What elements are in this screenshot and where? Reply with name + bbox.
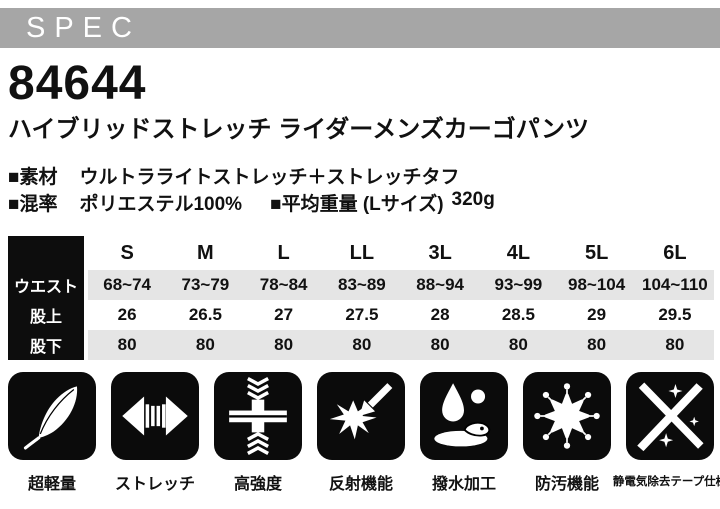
row-label-waist: ウエスト (13, 279, 78, 296)
feature-tile (8, 372, 96, 460)
table-cell: 80 (665, 335, 685, 354)
feature-label: 静電気除去テープ仕様 (612, 476, 720, 488)
row-label-inseam: 股下 (29, 339, 62, 356)
spec-banner: SPEC (0, 8, 720, 48)
table-cell: 80 (117, 335, 137, 354)
column-header: 5L (584, 241, 609, 264)
feather-icon (23, 386, 78, 450)
product-code: 84644 (8, 57, 147, 110)
table-cell: 93~99 (494, 275, 543, 294)
weight-label: ■平均重量 (Lサイズ) (270, 194, 444, 215)
table-row-waist: 68~74 73~79 78~84 83~89 88~94 93~99 98~1… (88, 270, 714, 300)
table-cell: 27 (274, 305, 294, 324)
column-header: 6L (663, 241, 687, 264)
table-cell: 26.5 (188, 305, 222, 324)
material-value: ウルトラライトストレッチ＋ストレッチタフ (79, 167, 460, 188)
column-header: 4L (506, 241, 531, 264)
table-cell: 26 (117, 305, 137, 324)
product-name: ハイブリッドストレッチ ライダーメンズカーゴパンツ (8, 116, 589, 143)
material-line: ■素材 ウルトラライトストレッチ＋ストレッチタフ (8, 162, 460, 189)
mixture-value: ポリエステル100% (79, 194, 243, 215)
feature-water-repellent: 撥水加工 (420, 372, 508, 494)
feature-label: 超軽量 (27, 476, 76, 493)
table-cell: 80 (352, 335, 372, 354)
feature-anti-soil: 防汚機能 (523, 372, 611, 494)
feature-icons-row: 超軽量 ストレッチ (8, 372, 720, 494)
table-cell: 29.5 (658, 305, 692, 324)
row-label-rise: 股上 (29, 309, 62, 326)
column-header: 3L (428, 241, 452, 264)
table-cell: 80 (274, 335, 294, 354)
feature-tile (626, 372, 714, 460)
stretch-icon (122, 396, 188, 436)
table-row-rise: 26 26.5 27 27.5 28 28.5 29 29.5 (88, 300, 714, 330)
reflective-icon (329, 383, 393, 440)
table-cell: 80 (587, 335, 607, 354)
feature-label: 反射機能 (328, 476, 393, 493)
size-table-label-column: ウエスト 股上 股下 (8, 236, 84, 360)
material-label: ■素材 (8, 167, 58, 188)
table-cell: 80 (430, 335, 450, 354)
feature-high-strength: 高強度 (214, 372, 302, 494)
feature-tile (317, 372, 405, 460)
weight-group: ■平均重量 (Lサイズ) 320g (270, 189, 495, 216)
table-cell: 104~110 (642, 275, 708, 294)
size-table-data: S M L LL 3L 4L 5L 6L 68~74 73~79 78~84 8… (88, 236, 714, 360)
table-cell: 78~84 (259, 275, 308, 294)
feature-tile (111, 372, 199, 460)
anti-soil-icon (534, 383, 600, 449)
mixture-weight-line: ■混率 ポリエステル100% ■平均重量 (Lサイズ) 320g (8, 189, 495, 216)
feature-label: 高強度 (233, 476, 282, 493)
feature-reflective: 反射機能 (317, 372, 405, 494)
column-header: LL (349, 241, 375, 264)
feature-anti-static: 静電気除去テープ仕様 (613, 372, 720, 494)
table-cell: 98~104 (568, 275, 626, 294)
column-header: M (197, 241, 214, 264)
table-cell: 28.5 (501, 305, 535, 324)
feature-ultralight: 超軽量 (8, 372, 96, 494)
table-corner (8, 236, 84, 270)
table-cell: 73~79 (181, 275, 230, 294)
size-table: ウエスト 股上 股下 S M L LL 3L 4L 5L 6L 68~74 73… (8, 236, 714, 360)
feature-label: 撥水加工 (431, 476, 496, 493)
spec-banner-title: SPEC (26, 11, 141, 44)
weight-value: 320g (451, 189, 495, 210)
table-cell: 68~74 (103, 275, 151, 294)
high-strength-icon (229, 377, 287, 455)
table-cell: 27.5 (345, 305, 379, 324)
table-cell: 83~89 (338, 275, 386, 294)
size-header-row: S M L LL 3L 4L 5L 6L (88, 236, 714, 270)
feature-stretch: ストレッチ (111, 372, 199, 494)
column-header: S (120, 241, 134, 264)
feature-tile (420, 372, 508, 460)
feature-label: ストレッチ (114, 476, 195, 493)
water-repellent-icon (434, 383, 491, 447)
table-cell: 29 (587, 305, 607, 324)
table-cell: 88~94 (416, 275, 464, 294)
feature-label: 防汚機能 (534, 476, 599, 493)
column-header: L (277, 241, 290, 264)
feature-tile (214, 372, 302, 460)
table-cell: 28 (430, 305, 450, 324)
table-cell: 80 (195, 335, 215, 354)
feature-tile (523, 372, 611, 460)
anti-static-icon (637, 382, 704, 452)
mixture-label: ■混率 (8, 194, 58, 215)
table-row-inseam: 80 80 80 80 80 80 80 80 (88, 330, 714, 360)
table-cell: 80 (508, 335, 528, 354)
